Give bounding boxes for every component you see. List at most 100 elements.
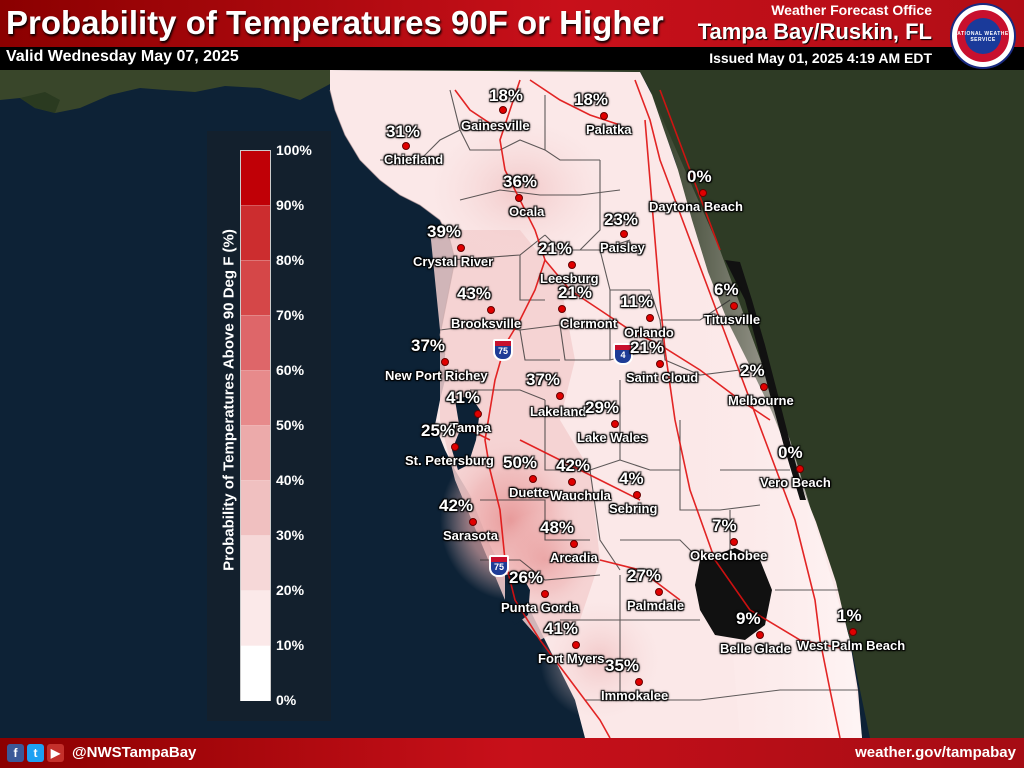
legend-tick-label: 100%	[276, 142, 312, 158]
city-name: Punta Gorda	[501, 600, 580, 615]
shield-top	[615, 345, 631, 350]
city-name: Tampa	[450, 420, 491, 435]
city-probability: 43%	[457, 284, 492, 303]
panhandle-land	[0, 70, 330, 113]
city-name: Sarasota	[443, 528, 498, 543]
warm-shading-north	[430, 120, 610, 260]
city-name: St. Petersburg	[405, 453, 494, 468]
website-link[interactable]: weather.gov/tampabay	[855, 744, 1016, 761]
city-dot	[756, 631, 764, 639]
city-dot	[600, 112, 608, 120]
page-title: Probability of Temperatures 90F or Highe…	[6, 4, 664, 41]
city-name: Lakeland	[530, 404, 587, 419]
city-probability: 21%	[558, 283, 593, 302]
legend-tick-label: 60%	[276, 362, 305, 378]
city-dot	[633, 491, 641, 499]
office-label: Weather Forecast Office	[771, 2, 932, 18]
legend-tick-label: 80%	[276, 252, 305, 268]
shoreline	[329, 89, 456, 356]
city-dot	[441, 358, 449, 366]
city-probability: 18%	[489, 86, 524, 105]
logo-text: NATIONAL WEATHER SERVICE	[953, 31, 1013, 43]
city-dot	[529, 475, 537, 483]
city-probability: 42%	[439, 496, 474, 515]
tampa-bay	[452, 395, 480, 470]
legend-swatch	[241, 646, 270, 701]
legend-tick-label: 70%	[276, 307, 305, 323]
city-probability: 9%	[736, 609, 761, 628]
city-dot	[620, 230, 628, 238]
city-probability: 2%	[740, 361, 765, 380]
city-probability: 29%	[585, 398, 620, 417]
peninsula-outside	[330, 70, 1024, 738]
city-name: Paisley	[600, 240, 645, 255]
social-handle[interactable]: @NWSTampaBay	[72, 744, 197, 761]
header-bar: Probability of Temperatures 90F or Highe…	[0, 0, 1024, 70]
city-dot	[611, 420, 619, 428]
city-probability: 37%	[411, 336, 446, 355]
city-probability: 18%	[574, 90, 609, 109]
city-name: Clermont	[560, 316, 618, 331]
city-probability: 37%	[526, 370, 561, 389]
city-name: New Port Richey	[385, 368, 488, 383]
legend-swatch	[241, 151, 270, 206]
city-name: Leesburg	[540, 271, 599, 286]
legend-tick-label: 20%	[276, 582, 305, 598]
city-probability: 4%	[619, 469, 644, 488]
city-name: Fort Myers	[538, 651, 605, 666]
city-name: Lake Wales	[577, 430, 648, 445]
city-name: Immokalee	[601, 688, 669, 703]
city-dot	[451, 443, 459, 451]
office-block: Weather Forecast Office Tampa Bay/Ruskin…	[698, 2, 932, 66]
office-name: Tampa Bay/Ruskin, FL	[697, 19, 932, 44]
city-probability: 21%	[630, 338, 665, 357]
city-name: Orlando	[624, 325, 674, 340]
footer-bar: f t ▶ @NWSTampaBay weather.gov/tampabay	[0, 738, 1024, 768]
nws-logo: NATIONAL WEATHER SERVICE	[950, 3, 1016, 69]
county-lines	[380, 89, 860, 701]
legend-colorbar	[240, 150, 271, 701]
legend-swatch	[241, 206, 270, 261]
indian-river-lagoon	[725, 260, 806, 500]
city-dot	[457, 244, 465, 252]
issued-time: Issued May 01, 2025 4:19 AM EDT	[709, 50, 932, 66]
city-name: Vero Beach	[760, 475, 831, 490]
city-probability: 31%	[386, 122, 421, 141]
city-name: Palmdale	[627, 598, 685, 613]
interstate-75-shield-north: 75	[493, 339, 513, 361]
legend-tick-label: 50%	[276, 417, 305, 433]
warm-shading-sw	[540, 600, 660, 720]
city-probability: 0%	[687, 167, 712, 186]
legend-swatch	[241, 426, 270, 481]
valid-bar	[0, 47, 1024, 70]
youtube-icon[interactable]: ▶	[47, 744, 64, 762]
facebook-icon[interactable]: f	[7, 744, 24, 762]
city-dot	[849, 628, 857, 636]
city-name: Okeechobee	[690, 548, 768, 563]
city-name: Ocala	[509, 204, 545, 219]
city-probability: 50%	[503, 453, 538, 472]
city-probability: 25%	[421, 421, 456, 440]
city-dot	[635, 678, 643, 686]
shield-number: 4	[620, 350, 626, 360]
legend-tick-label: 30%	[276, 527, 305, 543]
city-name: Gainesville	[461, 118, 530, 133]
city-dot	[730, 302, 738, 310]
city-probability: 21%	[538, 239, 573, 258]
city-probability: 11%	[620, 292, 654, 311]
legend-tick-label: 90%	[276, 197, 305, 213]
twitter-icon[interactable]: t	[27, 744, 44, 762]
city-probability: 41%	[446, 388, 481, 407]
city-name: Belle Glade	[720, 641, 791, 656]
legend-axis-label: Probability of Temperatures Above 90 Deg…	[220, 229, 238, 571]
city-probability: 6%	[714, 280, 739, 299]
city-probability: 48%	[540, 518, 575, 537]
city-dot	[499, 106, 507, 114]
legend-tick-label: 10%	[276, 637, 305, 653]
social-icons: f t ▶	[7, 744, 64, 762]
legend-swatch	[241, 316, 270, 371]
city-dot	[646, 314, 654, 322]
city-name: Palatka	[586, 122, 632, 137]
city-probability: 7%	[712, 516, 737, 535]
